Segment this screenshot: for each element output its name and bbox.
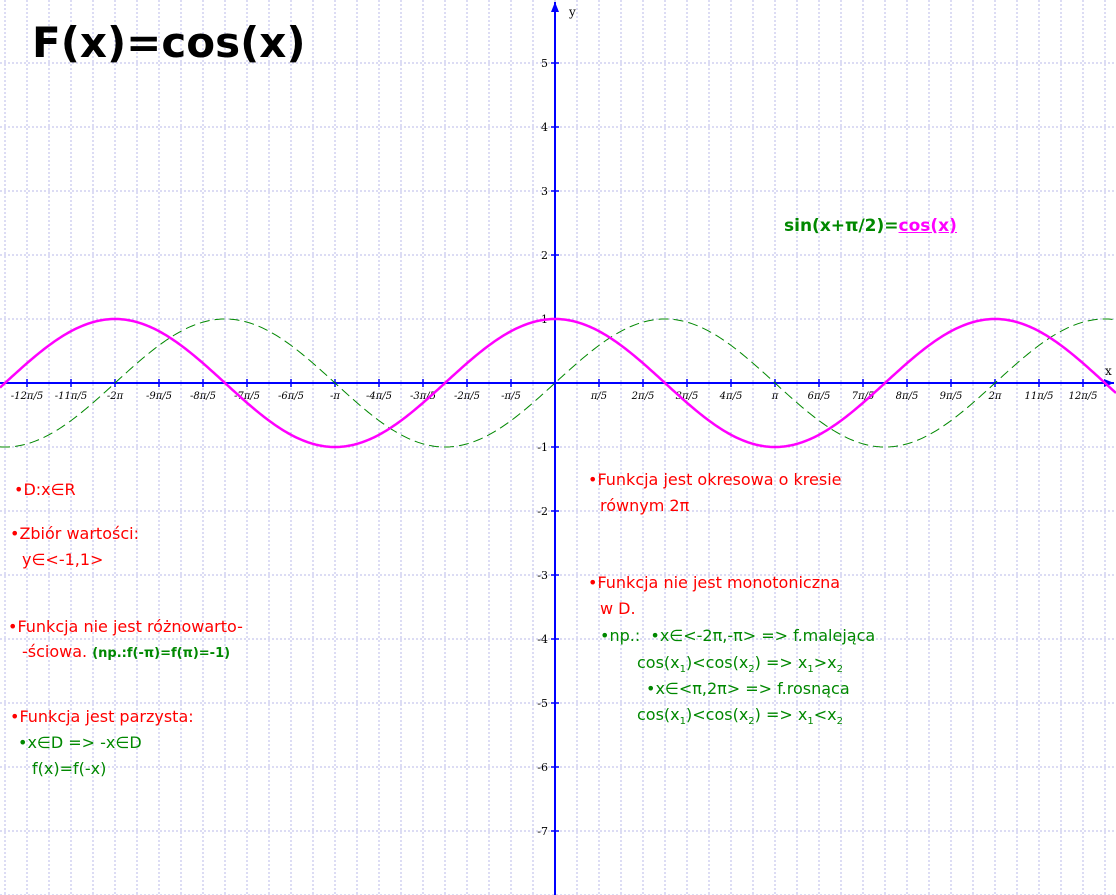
even-title: •Funkcja jest parzysta: <box>10 707 194 726</box>
y-tick-label: -5 <box>537 697 548 710</box>
x-tick-label: -6π/5 <box>278 391 304 402</box>
x-tick-label: -12π/5 <box>11 391 43 402</box>
x-tick-labels: -12π/5 -11π/5 -2π -9π/5 -8π/5 -7π/5 -6π/5 -π -4π… <box>11 391 1098 402</box>
decreasing-cond-part: >x <box>813 653 837 672</box>
x-tick-label: -π/5 <box>501 391 521 402</box>
increasing-cond-part: cos(x <box>637 705 680 724</box>
subscript-2: 2 <box>836 716 843 728</box>
y-axis-label: y <box>568 5 576 19</box>
decreasing-interval: •x∈<-2π,-π> => f.malejąca <box>650 626 876 645</box>
x-tick-label: 6π/5 <box>808 391 831 402</box>
increasing-condition: cos(x1)<cos(x2) => x1<x2 <box>637 705 843 727</box>
x-tick-label: -3π/5 <box>410 391 436 402</box>
x-tick-label: 4π/5 <box>719 391 743 402</box>
even-line2: f(x)=f(-x) <box>32 759 107 778</box>
x-tick-label: 11π/5 <box>1024 391 1053 402</box>
cos-curve <box>0 317 1116 449</box>
x-tick-label: -8π/5 <box>190 391 216 402</box>
y-tick-label: -1 <box>537 441 548 454</box>
x-tick-label: -2π <box>107 391 124 402</box>
increasing-cond-part: <x <box>813 705 837 724</box>
x-axis-label: x <box>1105 364 1112 378</box>
periodic-line2: równym 2π <box>600 496 690 515</box>
x-tick-label: 12π/5 <box>1068 391 1097 402</box>
y-tick-label: 5 <box>541 57 548 70</box>
not-injective-line1: •Funkcja nie jest różnowarto- <box>8 617 243 636</box>
not-injective-example: (np.:f(-π)=f(π)=-1) <box>92 646 231 661</box>
not-injective-text: -ściowa. <box>22 642 88 661</box>
decreasing-condition: cos(x1)<cos(x2) => x1>x2 <box>637 653 843 675</box>
decreasing-cond-part: )<cos(x <box>686 653 749 672</box>
subscript-2: 2 <box>836 664 843 676</box>
y-tick-label: -6 <box>537 761 548 774</box>
y-tick-label: 2 <box>541 249 548 262</box>
page-title: F(x)=cos(x) <box>32 18 306 67</box>
subscript-1: 1 <box>679 716 687 728</box>
subscript-2: 2 <box>748 716 755 728</box>
monotonic-line2: w D. <box>600 599 636 618</box>
x-tick-label: -11π/5 <box>55 391 87 402</box>
x-tick-label: -7π/5 <box>234 391 260 402</box>
increasing-cond-part: )<cos(x <box>686 705 749 724</box>
domain-note: •D:x∈R <box>14 480 76 499</box>
series-layer <box>0 317 1116 449</box>
range-value: y∈<-1,1> <box>22 550 104 569</box>
y-axis-arrow <box>551 2 559 12</box>
subscript-1: 1 <box>807 716 814 728</box>
decreasing-cond-part: cos(x <box>637 653 680 672</box>
decreasing-cond-part: ) => x <box>754 653 808 672</box>
periodic-line1: •Funkcja jest okresowa o kresie <box>588 470 842 489</box>
sin-curve <box>0 318 1116 448</box>
example-prefix: •np.: <box>600 626 641 645</box>
x-tick-label: 3π/5 <box>676 391 699 402</box>
x-tick-label: π/5 <box>590 391 607 402</box>
subscript-1: 1 <box>807 664 814 676</box>
increasing-cond-part: ) => x <box>754 705 808 724</box>
not-injective-line2: -ściowa. (np.:f(-π)=f(π)=-1) <box>22 642 230 661</box>
x-tick-label: π <box>771 391 779 402</box>
subscript-1: 1 <box>679 664 687 676</box>
identity-formula-left: sin(x+π/2)= <box>784 216 899 236</box>
range-title: •Zbiór wartości: <box>10 524 139 543</box>
y-tick-label: -3 <box>537 569 548 582</box>
x-tick-label: -4π/5 <box>366 391 392 402</box>
x-tick-label: 2π/5 <box>631 391 655 402</box>
x-tick-label: 2π <box>988 391 1002 402</box>
x-tick-label: 8π/5 <box>896 391 919 402</box>
y-tick-label: -4 <box>537 633 548 646</box>
identity-formula-right: cos(x) <box>898 216 957 236</box>
x-tick-label: 7π/5 <box>852 391 875 402</box>
increasing-interval: •x∈<π,2π> => f.rosnąca <box>646 679 850 698</box>
monotonic-line1: •Funkcja nie jest monotoniczna <box>588 573 841 592</box>
x-tick-label: 9π/5 <box>940 391 963 402</box>
x-tick-label: -π <box>330 391 340 402</box>
y-tick-label: -7 <box>537 825 548 838</box>
subscript-2: 2 <box>748 664 755 676</box>
example-decreasing-line: •np.: •x∈<-2π,-π> => f.malejąca <box>600 626 875 645</box>
y-tick-label: 3 <box>541 185 548 198</box>
y-tick-label: -2 <box>537 505 548 518</box>
x-tick-label: -2π/5 <box>454 391 480 402</box>
even-line1: •x∈D => -x∈D <box>18 733 142 752</box>
x-tick-label: -9π/5 <box>146 391 172 402</box>
y-tick-label: 4 <box>541 121 548 134</box>
identity-formula: sin(x+π/2)=cos(x) <box>784 216 957 236</box>
